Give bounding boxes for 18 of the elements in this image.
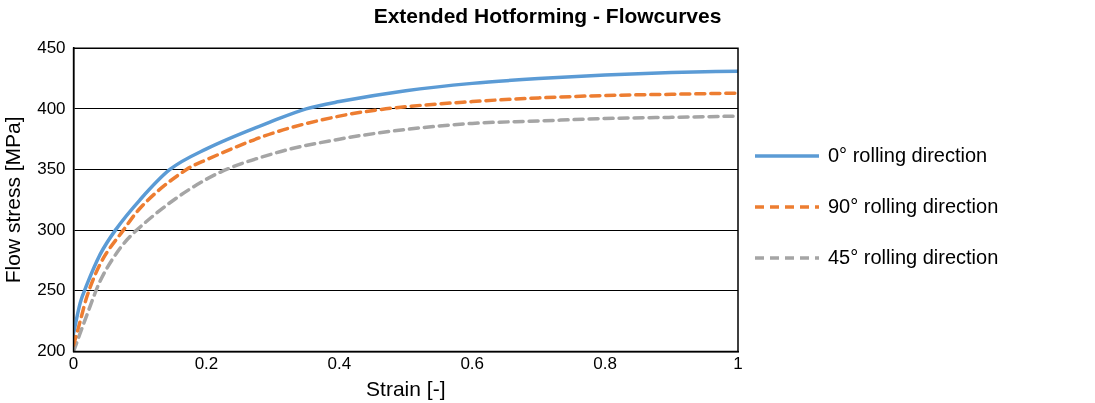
x-tick-label: 0 bbox=[68, 354, 79, 374]
x-tick-label: 0.2 bbox=[194, 354, 219, 374]
x-axis-title: Strain [-] bbox=[366, 377, 446, 401]
y-tick-label: 300 bbox=[37, 219, 66, 239]
y-tick-label: 200 bbox=[37, 341, 66, 361]
legend-label: 90° rolling direction bbox=[828, 195, 999, 218]
x-tick-label: 1 bbox=[733, 354, 743, 374]
x-tick-label: 0.6 bbox=[460, 354, 485, 374]
y-tick-label: 250 bbox=[37, 280, 66, 300]
chart-title: Extended Hotforming - Flowcurves bbox=[372, 4, 723, 28]
y-tick-label: 350 bbox=[37, 159, 66, 179]
legend-label: 45° rolling direction bbox=[828, 246, 999, 269]
y-axis-title: Flow stress [MPa] bbox=[1, 116, 25, 284]
y-tick-label: 400 bbox=[37, 98, 66, 118]
y-tick-label: 450 bbox=[37, 37, 66, 57]
x-tick-label: 0.4 bbox=[327, 354, 352, 374]
legend-label: 0° rolling direction bbox=[828, 144, 988, 167]
x-tick-label: 0.8 bbox=[593, 354, 617, 374]
